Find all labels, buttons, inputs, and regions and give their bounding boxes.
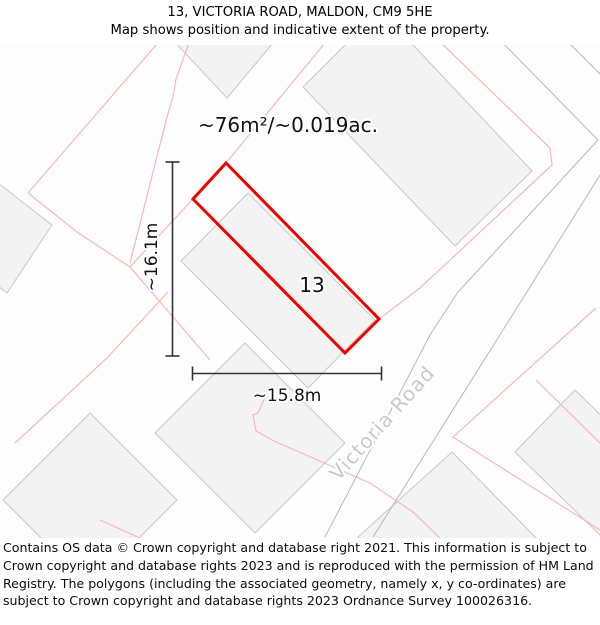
building-top-right <box>302 45 533 247</box>
parcel-line <box>129 198 194 268</box>
page-title: 13, VICTORIA ROAD, MALDON, CM9 5HE <box>167 5 433 20</box>
building-left-edge <box>0 183 53 294</box>
map-canvas: ~16.1m ~15.8m ~76m²/~0.019ac. 13 Victori… <box>0 45 600 538</box>
dimension-width: ~15.8m <box>191 366 383 408</box>
building-bottom-right <box>357 451 537 538</box>
building-bottom-left <box>2 412 178 538</box>
building-under-plot <box>180 192 376 389</box>
road-edge-east-upper <box>570 45 600 75</box>
parcel-line <box>252 394 441 538</box>
width-dimension-label: ~15.8m <box>253 386 322 406</box>
copyright-notice: Contains OS data © Crown copyright and d… <box>3 540 594 609</box>
plot-number-label: 13 <box>299 273 324 297</box>
building-southwest <box>154 342 346 534</box>
dimension-height: ~16.1m <box>140 161 180 357</box>
parcel-line <box>27 192 211 361</box>
road-edge-west <box>324 45 599 538</box>
parcel-line <box>452 307 600 531</box>
road-edge-east <box>372 174 600 538</box>
property-outline <box>190 160 382 356</box>
parcel-line <box>27 45 157 194</box>
building-right-edge <box>514 389 600 536</box>
parcel-line <box>535 379 600 444</box>
page-subtitle: Map shows position and indicative extent… <box>110 23 490 38</box>
property-map: ~16.1m ~15.8m ~76m²/~0.019ac. 13 Victori… <box>0 45 600 538</box>
building-top-wedge <box>176 45 272 99</box>
area-label: ~76m²/~0.019ac. <box>198 113 378 137</box>
parcel-line <box>378 45 553 320</box>
height-dimension-label: ~16.1m <box>142 223 162 292</box>
parcel-line <box>129 45 189 264</box>
parcel-line <box>14 291 169 444</box>
parcel-line <box>225 45 325 164</box>
map-header: 13, VICTORIA ROAD, MALDON, CM9 5HE Map s… <box>0 0 600 40</box>
parcel-line <box>99 519 141 538</box>
